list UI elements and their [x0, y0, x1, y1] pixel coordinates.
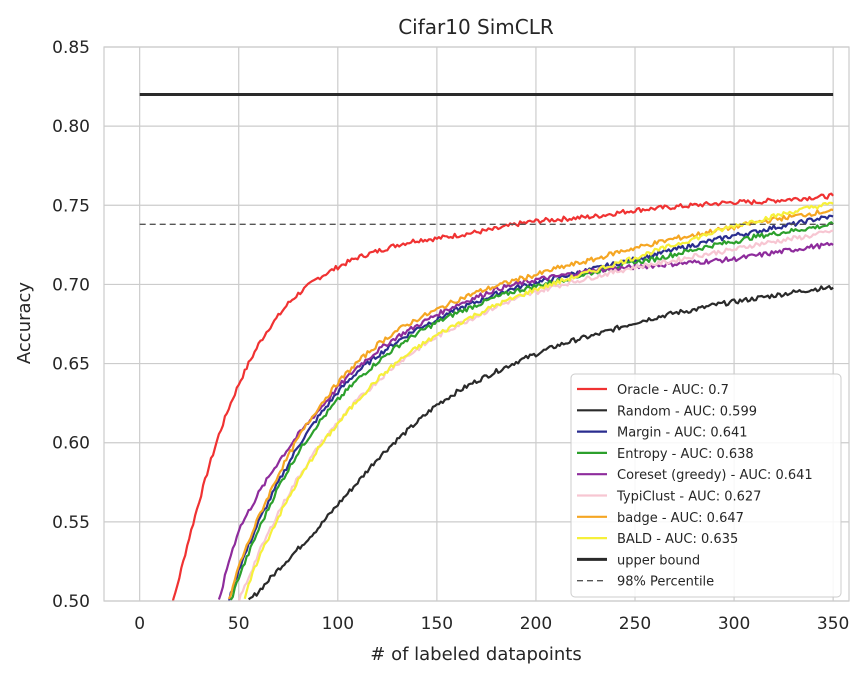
- x-tick-label: 0: [134, 614, 145, 634]
- y-tick-label: 0.60: [52, 434, 90, 454]
- legend-entry: Random - AUC: 0.599: [617, 404, 757, 419]
- series-line: [243, 201, 834, 600]
- legend-box: [570, 373, 842, 598]
- y-tick-label: 0.80: [52, 117, 90, 137]
- legend-entry: Margin - AUC: 0.641: [617, 426, 748, 441]
- series-line: [247, 285, 834, 601]
- x-tick-label: 250: [619, 614, 651, 634]
- legend-entry: BALD - AUC: 0.635: [617, 532, 738, 547]
- y-tick-label: 0.65: [52, 355, 90, 375]
- x-tick-label: 350: [817, 614, 849, 634]
- legend: Oracle - AUC: 0.7 Random - AUC: 0.599 Marg…: [570, 373, 842, 598]
- legend-entry: Entropy - AUC: 0.638: [617, 447, 754, 462]
- y-tick-label: 0.50: [52, 592, 90, 612]
- x-tick-label: 100: [322, 614, 354, 634]
- x-axis-label: # of labeled datapoints: [370, 644, 581, 665]
- y-tick-label: 0.85: [52, 38, 90, 58]
- plot-frame: [103, 46, 850, 602]
- tick-labels: 0 50 100 150 200 250 300 350 0.50 0.55 0.60 0.65 0.7…: [52, 38, 849, 634]
- series-line: [229, 221, 834, 601]
- legend-entry: 98% Percentile: [617, 575, 714, 590]
- series-line: [228, 214, 834, 601]
- y-tick-label: 0.75: [52, 196, 90, 216]
- series-line: [171, 192, 834, 601]
- y-axis-label: Accuracy: [14, 282, 35, 365]
- legend-entry: badge - AUC: 0.647: [617, 511, 744, 526]
- x-tick-label: 150: [421, 614, 453, 634]
- x-tick-label: 200: [520, 614, 552, 634]
- series-layer: [139, 93, 834, 601]
- legend-entry: Oracle - AUC: 0.7: [617, 383, 729, 398]
- chart-title: Cifar10 SimCLR: [398, 15, 554, 39]
- legend-entry: upper bound: [617, 553, 700, 568]
- legend-entry: TypiClust - AUC: 0.627: [616, 490, 761, 505]
- y-tick-label: 0.70: [52, 275, 90, 295]
- x-tick-label: 300: [718, 614, 750, 634]
- y-tick-label: 0.55: [52, 513, 90, 533]
- x-tick-label: 50: [228, 614, 250, 634]
- legend-entry: Coreset (greedy) - AUC: 0.641: [617, 468, 813, 483]
